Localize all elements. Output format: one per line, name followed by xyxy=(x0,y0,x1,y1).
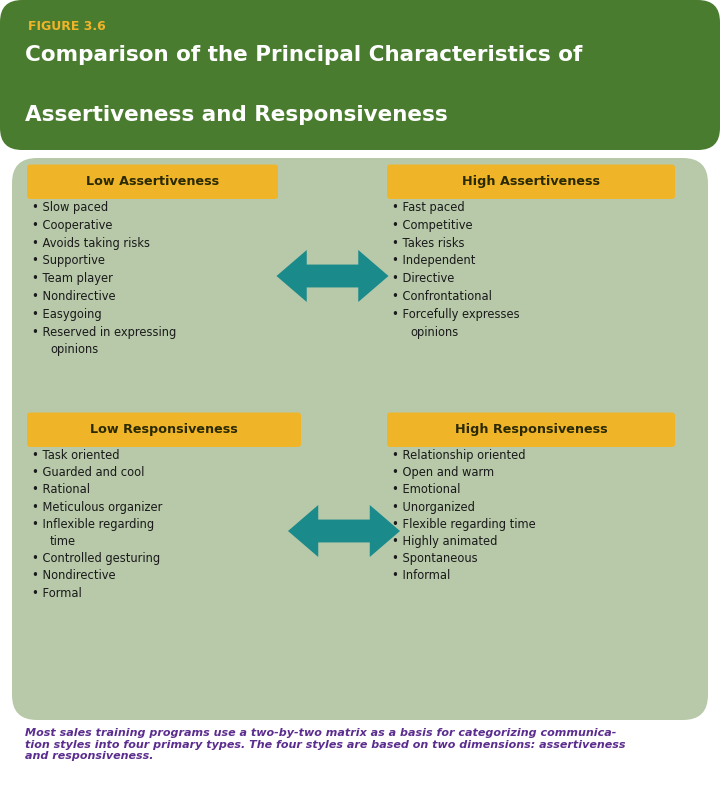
Text: • Team player: • Team player xyxy=(32,272,113,285)
Text: • Directive: • Directive xyxy=(392,272,454,285)
Text: • Confrontational: • Confrontational xyxy=(392,290,492,303)
Text: • Rational: • Rational xyxy=(32,483,90,496)
FancyBboxPatch shape xyxy=(387,165,675,199)
Polygon shape xyxy=(276,250,389,302)
Text: • Relationship oriented: • Relationship oriented xyxy=(392,449,526,462)
Text: Assertiveness and Responsiveness: Assertiveness and Responsiveness xyxy=(25,105,448,125)
Text: • Highly animated: • Highly animated xyxy=(392,535,498,548)
Text: FIGURE 3.6: FIGURE 3.6 xyxy=(28,20,106,33)
Text: • Independent: • Independent xyxy=(392,255,475,267)
Text: • Unorganized: • Unorganized xyxy=(392,501,475,514)
Text: • Cooperative: • Cooperative xyxy=(32,219,112,232)
FancyBboxPatch shape xyxy=(27,413,301,447)
Polygon shape xyxy=(288,505,400,557)
Text: • Reserved in expressing: • Reserved in expressing xyxy=(32,326,176,339)
Text: • Spontaneous: • Spontaneous xyxy=(392,552,477,566)
Text: • Meticulous organizer: • Meticulous organizer xyxy=(32,501,163,514)
Text: • Slow paced: • Slow paced xyxy=(32,201,108,214)
Text: • Supportive: • Supportive xyxy=(32,255,105,267)
Text: • Avoids taking risks: • Avoids taking risks xyxy=(32,237,150,250)
FancyBboxPatch shape xyxy=(0,0,720,150)
Text: Low Assertiveness: Low Assertiveness xyxy=(86,175,219,188)
Text: • Nondirective: • Nondirective xyxy=(32,570,116,583)
Text: • Nondirective: • Nondirective xyxy=(32,290,116,303)
Text: • Informal: • Informal xyxy=(392,570,450,583)
Text: • Formal: • Formal xyxy=(32,587,82,600)
Text: time: time xyxy=(50,535,76,548)
Text: High Responsiveness: High Responsiveness xyxy=(455,423,607,436)
Text: • Controlled gesturing: • Controlled gesturing xyxy=(32,552,160,566)
Text: • Competitive: • Competitive xyxy=(392,219,472,232)
Text: • Emotional: • Emotional xyxy=(392,483,460,496)
Text: High Assertiveness: High Assertiveness xyxy=(462,175,600,188)
Text: • Forcefully expresses: • Forcefully expresses xyxy=(392,308,520,321)
Text: opinions: opinions xyxy=(50,343,98,356)
Text: • Takes risks: • Takes risks xyxy=(392,237,464,250)
FancyBboxPatch shape xyxy=(387,413,675,447)
Text: • Guarded and cool: • Guarded and cool xyxy=(32,466,145,479)
Text: • Open and warm: • Open and warm xyxy=(392,466,494,479)
FancyBboxPatch shape xyxy=(27,165,278,199)
Text: Comparison of the Principal Characteristics of: Comparison of the Principal Characterist… xyxy=(25,45,582,65)
Text: • Flexible regarding time: • Flexible regarding time xyxy=(392,518,536,531)
Text: • Easygoing: • Easygoing xyxy=(32,308,102,321)
Text: Low Responsiveness: Low Responsiveness xyxy=(90,423,238,436)
FancyBboxPatch shape xyxy=(12,158,708,720)
Text: Most sales training programs use a two-by-two matrix as a basis for categorizing: Most sales training programs use a two-b… xyxy=(25,728,626,761)
Text: opinions: opinions xyxy=(410,326,458,339)
Text: • Fast paced: • Fast paced xyxy=(392,201,464,214)
Text: • Inflexible regarding: • Inflexible regarding xyxy=(32,518,154,531)
Text: • Task oriented: • Task oriented xyxy=(32,449,120,462)
